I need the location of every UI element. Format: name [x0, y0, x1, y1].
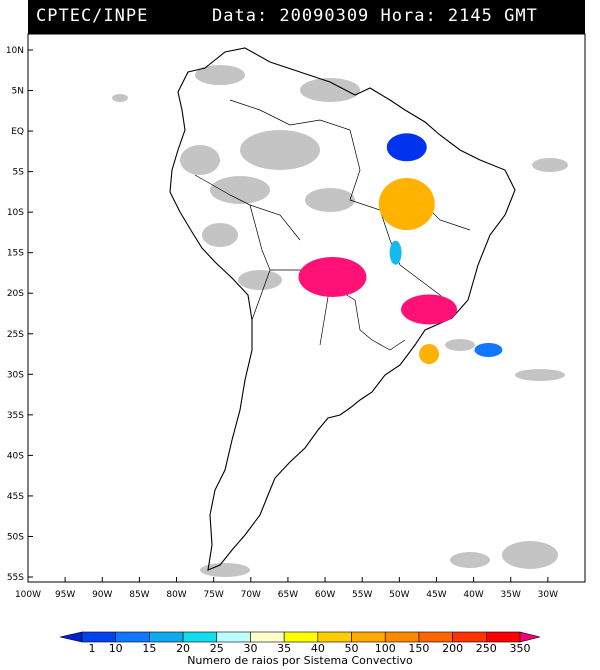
legend-swatch: [317, 631, 352, 643]
legend-swatch: [59, 631, 83, 643]
legend-swatch: [81, 631, 116, 643]
legend-value-label: 50: [345, 642, 359, 655]
legend-value-label: 350: [510, 642, 531, 655]
legend-swatch: [418, 631, 453, 643]
minas-sp-cluster: [401, 294, 458, 325]
lon-tick-label: 95W: [55, 590, 75, 600]
legend-swatch: [384, 631, 420, 643]
legend-swatch: [115, 631, 150, 643]
lat-tick-label: 5N: [12, 87, 24, 97]
lon-tick-label: 50W: [389, 590, 409, 600]
map-frame: [27, 33, 586, 583]
legend-value-label: 10: [109, 642, 123, 655]
legend-value-label: 30: [243, 642, 257, 655]
cloud-cover: [112, 65, 568, 577]
lat-tick-label: EQ: [11, 127, 24, 137]
south-america-coastline: [169, 47, 516, 571]
lat-tick-label: 10S: [7, 208, 24, 218]
lat-tick-label: 20S: [7, 289, 24, 299]
legend-value-label: 35: [277, 642, 291, 655]
goias-cluster: [389, 240, 402, 265]
legend-value-label: 100: [375, 642, 396, 655]
lat-tick-label: 35S: [7, 411, 24, 421]
lat-tick-label: 10N: [6, 46, 24, 56]
legend-swatch: [519, 631, 541, 643]
lon-tick-label: 90W: [92, 590, 112, 600]
color-legend: 1 10 15 20 25 30 35 40 50 100 150 200 250 350: [59, 631, 541, 655]
legend-value-label: 150: [408, 642, 429, 655]
datetime-label: Data: 20090309 Hora: 2145 GMT: [212, 6, 538, 26]
mato-grosso-cluster: [298, 257, 367, 298]
lat-tick-label: 50S: [7, 532, 24, 542]
longitude-axis: 100W 95W 90W 85W 80W 75W 70W 65W 60W 55W 50W 45W 40W…: [15, 577, 558, 600]
legend-value-label: 200: [442, 642, 463, 655]
legend-swatch: [351, 631, 386, 643]
legend-value-label: 40: [311, 642, 325, 655]
lon-tick-label: 70W: [241, 590, 261, 600]
lon-tick-label: 60W: [315, 590, 335, 600]
latitude-axis: 10N 5N EQ 5S 10S 15S 20S 25S 30S 35S 40S 45S 50S 55S: [6, 46, 33, 583]
lon-tick-label: 100W: [15, 590, 41, 600]
legend-value-label: 20: [176, 642, 190, 655]
lon-tick-label: 85W: [129, 590, 149, 600]
lat-tick-label: 15S: [7, 249, 24, 259]
legend-swatch: [250, 631, 285, 643]
legend-value-label: 25: [210, 642, 224, 655]
legend-value-label: 1: [89, 642, 96, 655]
lat-tick-label: 25S: [7, 330, 24, 340]
lightning-map: 10N5NEQ5S10S15S20S25S30S35S40S45S50S55S …: [6, 33, 586, 600]
lat-tick-label: 5S: [13, 168, 25, 178]
lat-tick-label: 40S: [7, 451, 24, 461]
legend-swatch: [182, 631, 218, 643]
lat-tick-label: 45S: [7, 492, 24, 502]
lon-tick-label: 65W: [278, 590, 298, 600]
lon-tick-label: 75W: [203, 590, 223, 600]
convective-systems: [298, 133, 503, 365]
legend-swatch: [149, 631, 184, 643]
northeast-cluster: [378, 178, 435, 231]
lon-tick-label: 55W: [352, 590, 372, 600]
lon-tick-label: 35W: [501, 590, 521, 600]
source-label: CPTEC/INPE: [36, 6, 149, 26]
lon-tick-label: 30W: [538, 590, 558, 600]
legend-swatch: [452, 631, 487, 643]
legend-caption: Numero de raios por Sistema Convectivo: [187, 654, 413, 667]
legend-value-label: 250: [476, 642, 497, 655]
north-coast-cluster: [386, 133, 427, 162]
title-bar: CPTEC/INPE Data: 20090309 Hora: 2145 GMT: [28, 0, 585, 34]
legend-swatch: [486, 631, 521, 643]
lon-tick-label: 80W: [166, 590, 186, 600]
legend-value-label: 15: [142, 642, 156, 655]
lat-tick-label: 55S: [7, 573, 24, 583]
offshore-cluster: [474, 342, 503, 357]
legend-swatch: [216, 631, 251, 643]
lon-tick-label: 45W: [426, 590, 446, 600]
lon-tick-label: 40W: [463, 590, 483, 600]
south-atlantic-cluster: [419, 344, 440, 365]
legend-swatch: [283, 631, 319, 643]
lat-tick-label: 30S: [7, 370, 24, 380]
